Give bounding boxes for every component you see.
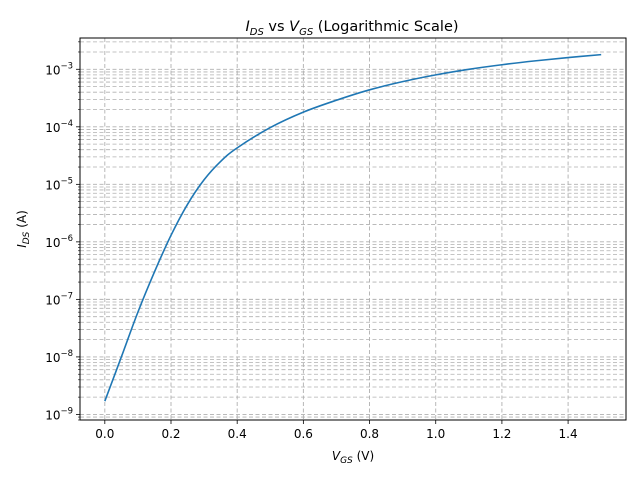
x-tick-label: 0.4 [228,427,247,441]
y-tick-label: 10−7 [45,291,73,307]
y-tick-label: 10−4 [45,119,73,135]
ylabel-main: I [15,244,29,248]
ylabel-tail: (A) [15,210,29,231]
y-axis: 10−9 10−8 10−7 10−6 10−5 10−4 10−3 [45,41,80,422]
y-tick-label: 10−9 [45,406,73,422]
x-tick-label: 0.8 [360,427,379,441]
y-tick-label: 10−6 [45,234,73,250]
x-tick-label: 1.4 [559,427,578,441]
y-tick-label: 10−5 [45,176,73,192]
title-main-a: I [245,19,249,35]
y-tick-label: 10−3 [45,61,73,77]
title-main-b: V [289,19,300,35]
y-tick-label: 10−8 [45,349,73,365]
title-tail: (Logarithmic Scale) [313,19,458,35]
title-mid: vs [264,19,289,35]
series-line [104,53,602,402]
title-sub-b: GS [299,27,314,38]
x-tick-label: 1.2 [492,427,511,441]
x-axis: 0.0 0.2 0.4 0.6 0.8 1.0 1.2 1.4 [95,420,578,441]
x-tick-label: 1.0 [426,427,445,441]
chart-title: IDS vs VGS (Logarithmic Scale) [245,19,458,38]
xlabel-main: V [332,449,341,463]
plot-area [104,53,602,402]
title-sub-a: DS [250,27,265,38]
x-tick-label: 0.0 [95,427,114,441]
ylabel-sub: DS [22,231,32,244]
x-tick-label: 0.2 [161,427,180,441]
x-axis-label: VGS (V) [332,449,374,466]
xlabel-tail: (V) [353,449,374,463]
x-tick-label: 0.6 [294,427,313,441]
xlabel-sub: GS [340,456,353,466]
axes-frame [79,37,627,421]
y-axis-label: IDS (A) [15,210,32,248]
